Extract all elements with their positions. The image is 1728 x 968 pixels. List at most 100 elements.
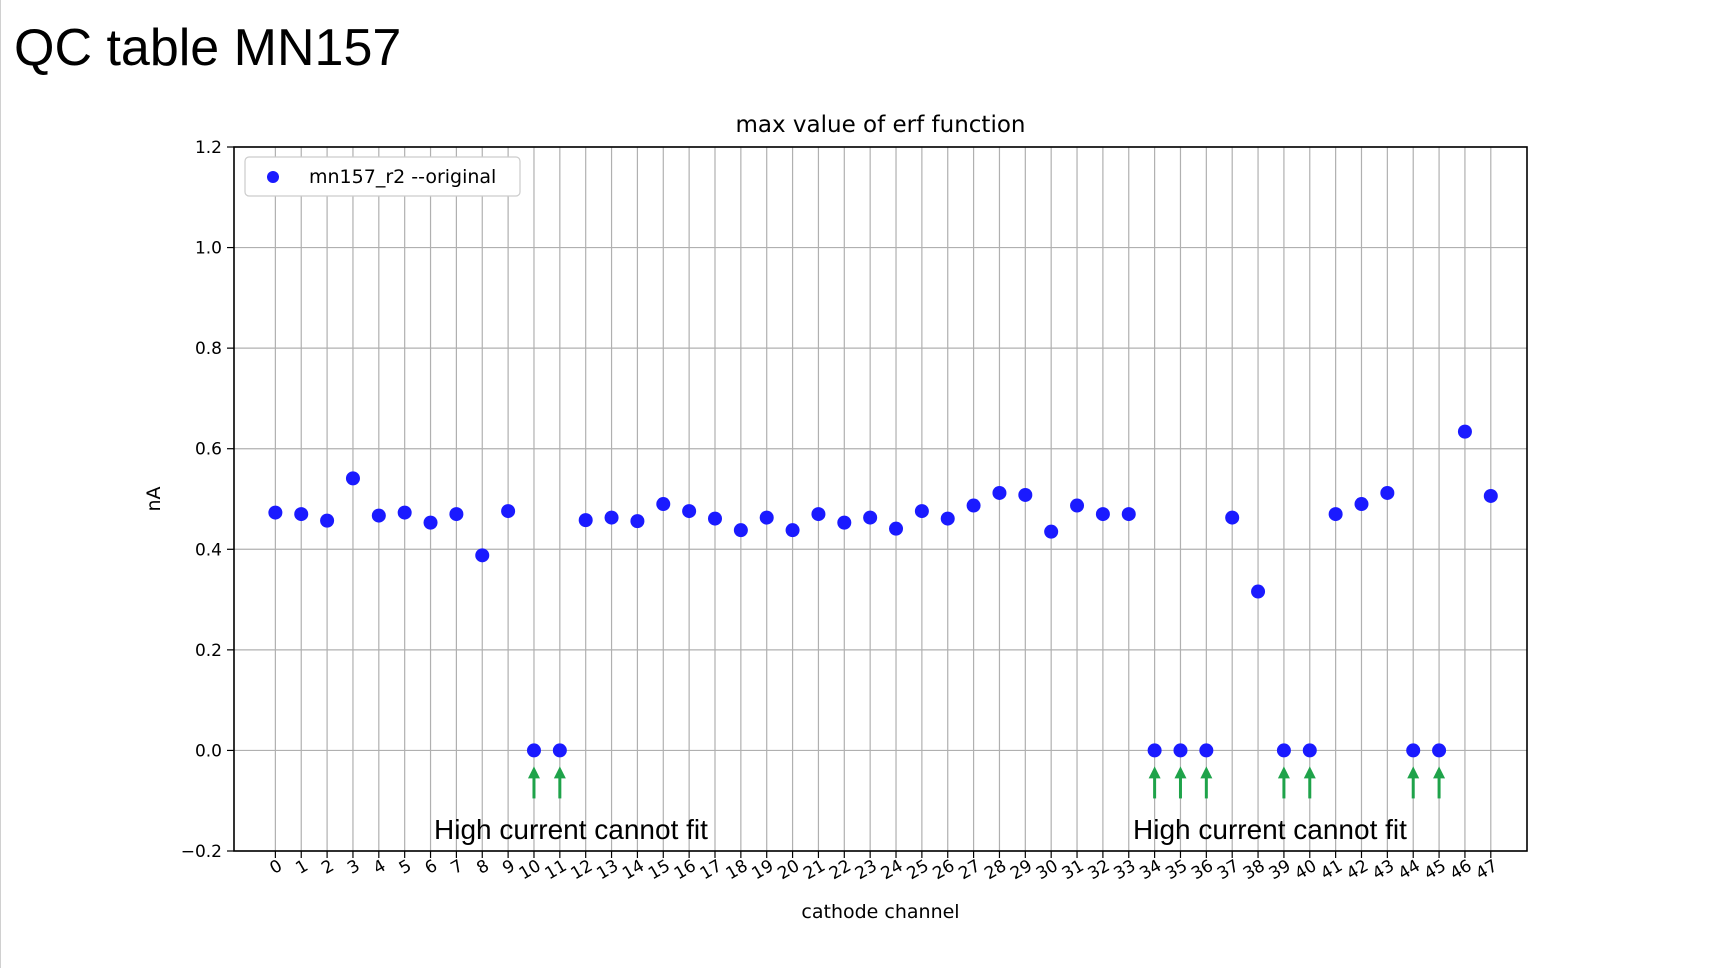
x-tick-label: 22	[826, 856, 855, 884]
data-point	[1406, 743, 1421, 758]
x-tick-label: 32	[1085, 856, 1114, 884]
data-point	[1173, 743, 1188, 758]
x-tick-label: 19	[748, 856, 777, 884]
x-tick-label: 16	[671, 856, 700, 884]
y-tick-label: 0.2	[195, 641, 222, 661]
data-point	[1225, 510, 1240, 525]
annotation-arrowhead	[1277, 766, 1290, 779]
data-point	[1457, 424, 1472, 439]
plot-frame	[233, 146, 1528, 852]
annotation-arrowhead	[1433, 766, 1446, 779]
data-point	[811, 507, 826, 522]
data-point	[837, 515, 852, 530]
x-tick-label: 10	[516, 856, 545, 884]
y-tick-label: 0.6	[195, 440, 222, 460]
data-point	[1328, 507, 1343, 522]
x-tick-label: 45	[1421, 856, 1450, 884]
x-tick-label: 41	[1317, 856, 1346, 884]
x-tick-label: 26	[929, 856, 958, 884]
data-point	[397, 505, 412, 520]
x-tick-label: 35	[1162, 856, 1191, 884]
y-tick-label: 0.4	[195, 540, 222, 560]
data-point	[1199, 743, 1214, 758]
x-axis-label: cathode channel	[801, 901, 959, 923]
annotation-label: High current cannot fit	[434, 814, 708, 845]
data-point	[966, 498, 981, 513]
x-tick-label: 5	[396, 856, 415, 879]
data-point	[1070, 498, 1085, 513]
y-tick-label: 0.8	[195, 339, 222, 359]
y-tick-label: 1.2	[195, 138, 222, 158]
legend-marker	[267, 171, 279, 183]
data-point	[1380, 485, 1395, 500]
data-point	[1147, 743, 1162, 758]
x-tick-label: 27	[955, 856, 984, 884]
annotation-arrowhead	[1407, 766, 1420, 779]
data-point	[707, 511, 722, 526]
x-tick-label: 15	[645, 856, 674, 884]
x-tick-label: 38	[1240, 856, 1269, 884]
annotation-arrowhead	[1148, 766, 1161, 779]
x-tick-label: 11	[542, 856, 571, 884]
x-tick-label: 34	[1136, 856, 1165, 884]
data-point	[759, 510, 774, 525]
x-tick-label: 20	[774, 856, 803, 884]
x-tick-label: 37	[1214, 856, 1243, 884]
data-point	[656, 497, 671, 512]
data-point	[914, 504, 929, 519]
x-tick-label: 42	[1343, 856, 1372, 884]
data-point	[526, 743, 541, 758]
x-tick-label: 3	[344, 856, 363, 879]
annotation-label: High current cannot fit	[1133, 814, 1407, 845]
data-points	[268, 424, 1498, 758]
legend: mn157_r2 --original	[244, 156, 521, 197]
data-point	[1432, 743, 1447, 758]
data-point	[1483, 488, 1498, 503]
x-tick-label: 13	[593, 856, 622, 884]
annotation-arrowhead	[1174, 766, 1187, 779]
legend-label: mn157_r2 --original	[309, 166, 496, 188]
x-tick-label: 33	[1111, 856, 1140, 884]
data-point	[1018, 487, 1033, 502]
x-tick-label: 24	[878, 856, 907, 884]
slide-left-border	[0, 0, 1, 968]
data-point	[863, 510, 878, 525]
data-point	[1354, 497, 1369, 512]
x-tick-label: 6	[422, 856, 441, 879]
x-tick-label: 2	[318, 856, 337, 879]
x-tick-label: 8	[473, 856, 492, 879]
data-point	[320, 513, 335, 528]
x-tick-label: 4	[370, 856, 389, 879]
data-point	[294, 507, 309, 522]
x-tick-label: 36	[1188, 856, 1217, 884]
grid-layer	[234, 146, 1527, 852]
chart-title: max value of erf function	[735, 112, 1025, 138]
x-tick-label: 1	[292, 856, 311, 879]
x-tick-label: 14	[619, 856, 648, 884]
data-point	[604, 510, 619, 525]
data-point	[578, 513, 593, 528]
data-point	[345, 471, 360, 486]
x-tick-label: 44	[1395, 856, 1424, 884]
data-point	[475, 548, 490, 563]
y-tick-label: 1.0	[195, 239, 222, 259]
x-tick-label: 18	[723, 856, 752, 884]
x-tick-label: 21	[800, 856, 829, 884]
data-point	[785, 523, 800, 538]
data-point	[552, 743, 567, 758]
data-point	[630, 514, 645, 529]
data-point	[1095, 507, 1110, 522]
data-point	[423, 515, 438, 530]
annotation-arrowhead	[553, 766, 566, 779]
x-tick-label: 25	[904, 856, 933, 884]
x-tick-label: 17	[697, 856, 726, 884]
data-point	[682, 504, 697, 519]
x-tick-label: 30	[1033, 856, 1062, 884]
x-tick-label: 40	[1292, 856, 1321, 884]
data-point	[501, 504, 516, 519]
x-tick-label: 7	[448, 856, 467, 879]
data-point	[268, 505, 283, 520]
x-tick-label: 46	[1447, 856, 1476, 884]
data-point	[1251, 584, 1266, 599]
